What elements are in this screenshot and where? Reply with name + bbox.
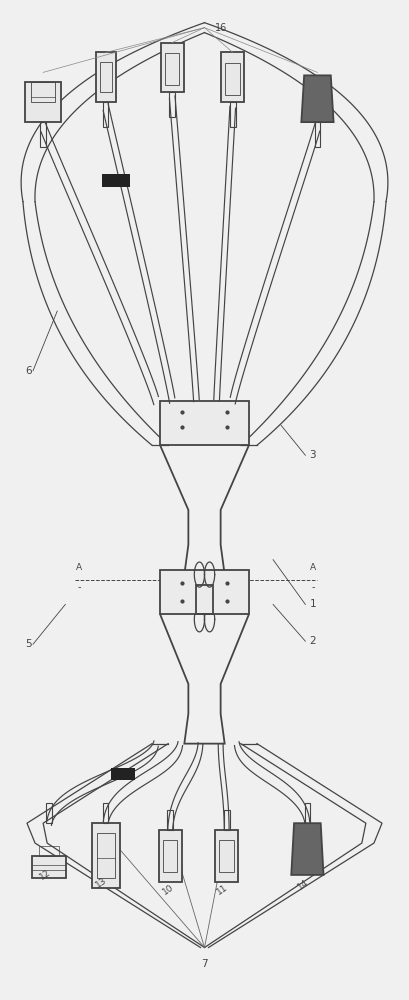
Bar	[40, 122, 46, 147]
Text: 11: 11	[216, 883, 230, 897]
Text: 5: 5	[25, 639, 31, 649]
Bar	[100, 62, 112, 92]
Bar	[225, 63, 240, 95]
Text: 2: 2	[309, 636, 316, 646]
Text: 12: 12	[38, 868, 52, 882]
Bar	[216, 830, 238, 882]
Text: 7: 7	[201, 959, 208, 969]
Bar	[161, 43, 184, 92]
Bar	[315, 122, 320, 147]
Text: -: -	[312, 583, 315, 593]
Bar	[46, 803, 52, 823]
Bar	[159, 830, 182, 882]
Text: 13: 13	[94, 876, 109, 890]
Bar	[160, 401, 249, 445]
Text: 16: 16	[215, 23, 227, 33]
Bar	[196, 575, 213, 604]
Polygon shape	[291, 823, 324, 875]
Bar	[96, 52, 116, 102]
Bar	[101, 174, 130, 187]
Bar	[92, 823, 120, 888]
Bar	[163, 840, 178, 872]
Bar	[97, 833, 115, 878]
Bar	[31, 82, 55, 102]
Bar	[230, 102, 236, 127]
Text: 3: 3	[309, 450, 316, 460]
Text: -: -	[78, 583, 81, 593]
Polygon shape	[301, 75, 334, 122]
Bar	[167, 810, 173, 830]
Text: 1: 1	[309, 599, 316, 609]
Bar	[169, 92, 175, 117]
Bar	[111, 768, 135, 780]
Bar	[103, 102, 108, 127]
Bar	[165, 53, 180, 85]
Bar	[219, 840, 234, 872]
Text: 14: 14	[296, 878, 310, 892]
Bar	[196, 585, 213, 614]
Text: 10: 10	[161, 883, 175, 897]
Text: 6: 6	[25, 366, 31, 376]
Bar	[39, 846, 59, 856]
Bar	[221, 52, 244, 102]
Text: A: A	[310, 563, 317, 572]
Bar	[103, 803, 108, 823]
Text: A: A	[76, 563, 83, 572]
Bar	[25, 82, 61, 122]
Bar	[160, 570, 249, 614]
Bar	[305, 803, 310, 823]
Bar	[224, 810, 229, 830]
Bar	[32, 856, 66, 878]
